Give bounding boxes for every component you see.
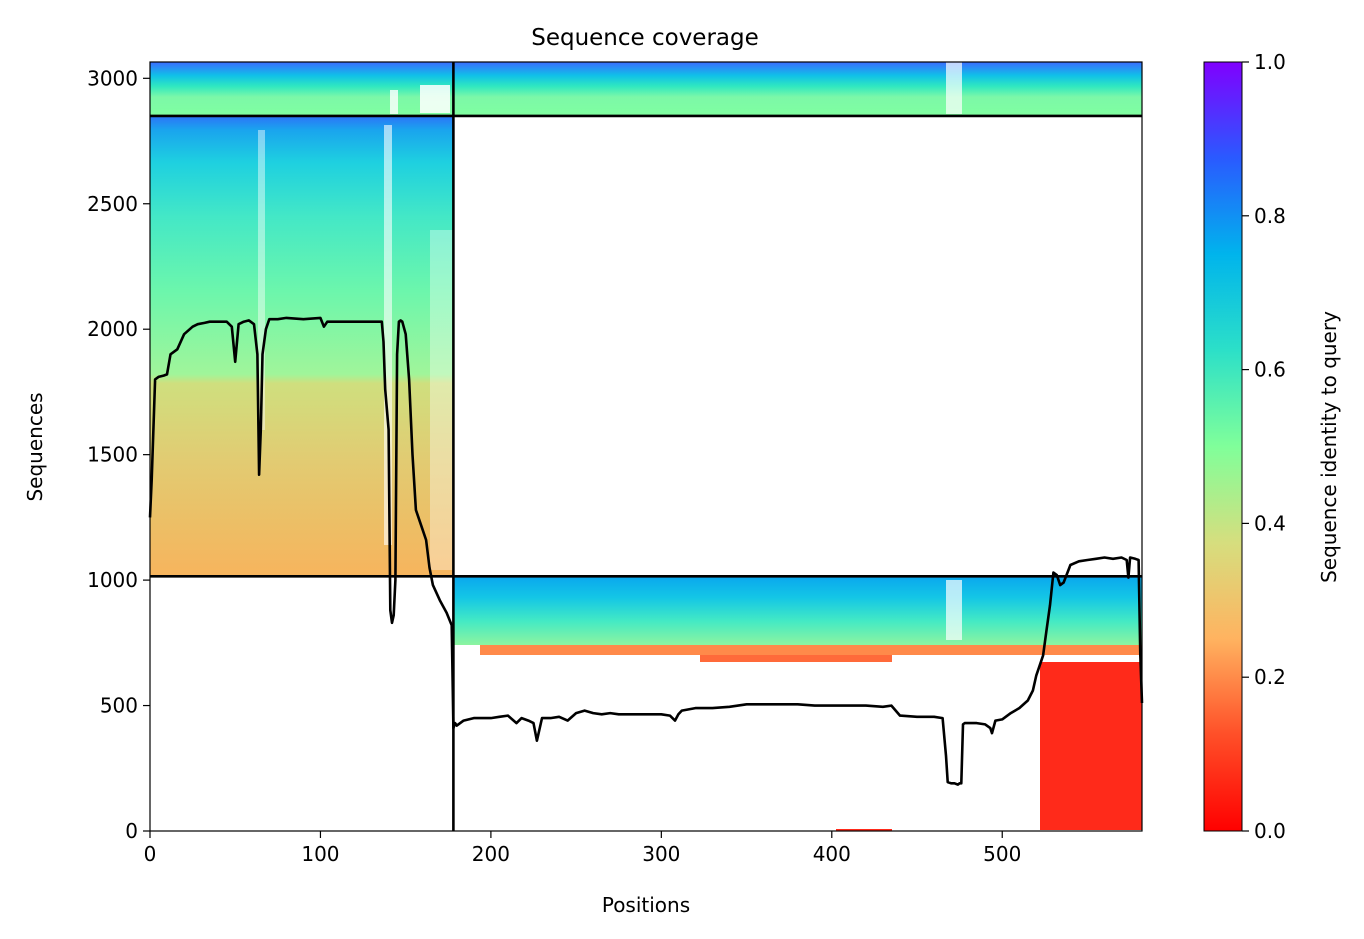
y-axis: 0 500 1000 1500 2000 2500 3000 bbox=[87, 66, 150, 843]
x-tick-label: 400 bbox=[813, 842, 851, 866]
y-tick-label: 2000 bbox=[87, 317, 138, 341]
y-tick-label: 500 bbox=[100, 694, 138, 718]
gap bbox=[946, 580, 962, 640]
x-tick-label: 0 bbox=[144, 842, 157, 866]
block-lower-red-bottom bbox=[836, 829, 892, 831]
y-tick-label: 1500 bbox=[87, 443, 138, 467]
gap bbox=[430, 230, 453, 570]
x-tick-label: 200 bbox=[472, 842, 510, 866]
block-lower-red bbox=[1040, 662, 1142, 830]
y-tick-label: 2500 bbox=[87, 192, 138, 216]
x-axis: 0 100 200 300 400 500 bbox=[144, 831, 1021, 866]
block-lower-orange-2 bbox=[700, 655, 892, 662]
colorbar-tick-label: 0.6 bbox=[1254, 358, 1286, 382]
chart-title: Sequence coverage bbox=[531, 25, 759, 51]
gap bbox=[420, 85, 450, 113]
colorbar-tick-label: 0.0 bbox=[1254, 819, 1286, 843]
y-tick-label: 3000 bbox=[87, 66, 138, 90]
block-lower-right bbox=[453, 577, 1142, 645]
colorbar-tick-label: 0.8 bbox=[1254, 204, 1286, 228]
block-top-band bbox=[150, 62, 1142, 116]
x-tick-label: 100 bbox=[301, 842, 339, 866]
colorbar-label: Sequence identity to query bbox=[1317, 311, 1341, 583]
gap bbox=[390, 90, 398, 114]
x-tick-label: 500 bbox=[983, 842, 1021, 866]
gap bbox=[258, 130, 265, 430]
y-tick-label: 0 bbox=[125, 819, 138, 843]
gap bbox=[384, 125, 392, 545]
plot-frame bbox=[149, 61, 1143, 832]
coverage-line bbox=[148, 316, 1144, 786]
colorbar bbox=[1203, 61, 1243, 832]
gap bbox=[946, 62, 962, 114]
gap bbox=[1032, 662, 1040, 830]
y-axis-label: Sequences bbox=[23, 392, 47, 501]
x-tick-label: 300 bbox=[642, 842, 680, 866]
colorbar-tick-label: 1.0 bbox=[1254, 50, 1286, 74]
colorbar-tick-label: 0.4 bbox=[1254, 511, 1286, 535]
block-upper-left bbox=[150, 116, 453, 577]
colorbar-ticks: 0.0 0.2 0.4 0.6 0.8 1.0 bbox=[1242, 50, 1286, 843]
x-axis-label: Positions bbox=[602, 893, 690, 917]
block-lower-orange bbox=[480, 645, 1142, 655]
heat-blocks bbox=[150, 62, 1142, 831]
y-tick-label: 1000 bbox=[87, 568, 138, 592]
colorbar-tick-label: 0.2 bbox=[1254, 665, 1286, 689]
